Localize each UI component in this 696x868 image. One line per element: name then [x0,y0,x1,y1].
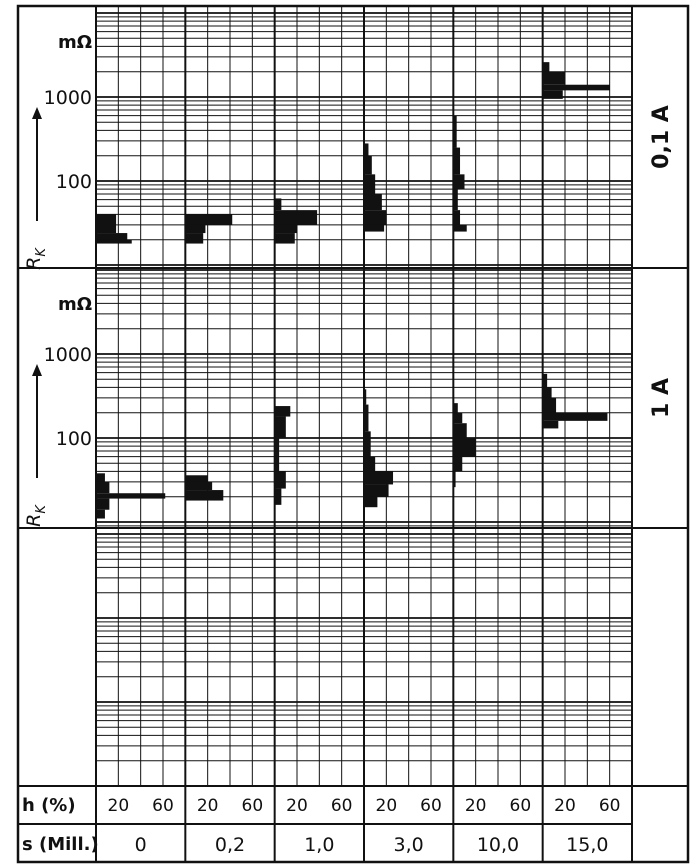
h-tick-label: 20 [197,796,219,816]
histogram-bar [364,389,367,405]
histogram-bar [185,233,204,244]
histogram-bar [96,498,110,510]
histogram-bar [96,509,105,519]
histogram-bar [453,456,463,472]
histogram-bar [542,62,550,72]
histogram-bar [96,473,105,482]
histogram-bars [96,62,610,519]
histogram-bar [274,416,286,438]
histogram-bar [274,438,280,452]
histogram-bar [364,496,378,508]
histogram-bar [364,194,382,211]
histogram-bar [96,214,117,234]
histogram-bar [274,198,282,211]
histogram-bar [185,490,224,501]
y-unit-label: mΩ [58,32,92,53]
histogram-bar [364,471,394,485]
h-tick-label: 20 [554,796,576,816]
h-tick-label: 20 [465,796,487,816]
current-label-text: 0,1 A [649,105,674,169]
histogram-bar [542,373,548,388]
histogram-bar [542,420,559,429]
y-tick-label: 100 [56,171,92,193]
h-tick-label: 60 [420,796,442,816]
histogram-bar [96,493,166,499]
y-axis-title-text: RK [23,247,49,270]
histogram-bar [274,406,291,417]
current-label: 0,1 A [649,105,674,169]
s-group-label: 3,0 [394,834,424,856]
histogram-bar [542,84,610,91]
histogram-bar [185,481,213,491]
s-group-label: 0 [135,834,147,856]
histogram-bar [96,233,128,240]
h-tick-label: 20 [286,796,308,816]
histogram-bar [453,115,457,148]
histogram-bar [364,210,387,225]
histogram-bar [96,239,132,244]
h-tick-label: 60 [510,796,532,816]
y-axis-title-text: RK [23,504,49,527]
histogram-bar [542,71,565,85]
current-label: 1 A [649,378,674,418]
histogram-bar [274,471,286,489]
histogram-bar [453,147,461,175]
y-tick-label: 100 [56,428,92,450]
histogram-bar [542,397,557,413]
h-tick-label: 60 [242,796,264,816]
histogram-bar [364,456,376,472]
histogram-bar [453,210,461,225]
histogram-bar [542,412,608,421]
histogram-bar [453,423,467,438]
y-tick-label: 1000 [44,344,92,366]
chart-grid [16,4,690,864]
histogram-bar [364,431,371,457]
y-tick-label: 1000 [44,87,92,109]
histogram-bar [453,403,458,413]
histogram-bar [542,387,552,398]
histogram-bar [364,224,385,232]
histogram-bar [274,233,295,244]
chart-labels: mΩ 1000 100 RK 0,1 A mΩ 1000 100 RK 1 A h (%) s (Mi… [22,32,674,856]
histogram-bar [453,471,456,488]
histogram-bar [453,224,467,232]
outer-frame [16,4,690,864]
h-tick-label: 60 [331,796,353,816]
y-axis-arrowhead [32,364,42,376]
histogram-bar [185,214,233,225]
y-axis-title: RK [23,504,49,527]
s-group-label: 15,0 [566,834,608,856]
histogram-bar [453,412,463,424]
h-tick-label: 20 [376,796,398,816]
histogram-bar [364,404,369,432]
histogram-bar [274,224,297,234]
histogram-bar [185,475,208,482]
histogram-bar [185,224,206,234]
histogram-bar [274,488,282,505]
y-axis-arrowhead [32,107,42,119]
histogram-bar [453,174,465,190]
h-tick-label: 60 [599,796,621,816]
histogram-bar [364,143,369,156]
histogram-bar [364,155,372,175]
s-group-label: 1,0 [304,834,334,856]
s-group-label: 0,2 [215,834,245,856]
histogram-bar [274,451,280,472]
histogram-bar [364,484,389,497]
current-label-text: 1 A [649,378,674,418]
histogram-bar [274,210,318,225]
y-axis-title: RK [23,247,49,270]
histogram-bar [542,90,563,99]
s-row-label: s (Mill.) [22,834,99,855]
histogram-bar [453,189,458,211]
h-tick-label: 60 [152,796,174,816]
histogram-bar [364,174,376,195]
s-group-label: 10,0 [477,834,519,856]
y-unit-label: mΩ [58,294,92,315]
histogram-bar [96,481,110,494]
h-tick-label: 20 [108,796,130,816]
h-row-label: h (%) [22,795,76,816]
histogram-bar [453,438,476,457]
